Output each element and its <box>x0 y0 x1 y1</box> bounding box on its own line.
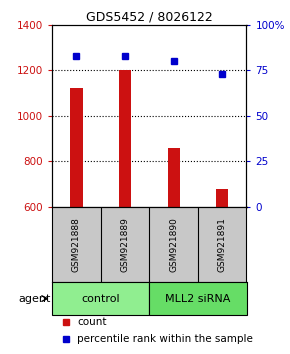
Bar <box>52 282 149 315</box>
Bar <box>216 188 228 207</box>
Text: count: count <box>77 317 107 327</box>
Text: GSM921890: GSM921890 <box>169 217 178 272</box>
Bar <box>168 148 180 207</box>
Text: MLL2 siRNA: MLL2 siRNA <box>165 293 231 304</box>
Bar <box>70 88 83 207</box>
Text: GSM921889: GSM921889 <box>121 217 130 272</box>
Bar <box>149 282 246 315</box>
Text: control: control <box>81 293 120 304</box>
Text: GSM921891: GSM921891 <box>218 217 227 272</box>
Text: percentile rank within the sample: percentile rank within the sample <box>77 334 253 344</box>
Text: agent: agent <box>19 293 51 304</box>
Title: GDS5452 / 8026122: GDS5452 / 8026122 <box>86 11 213 24</box>
Bar <box>119 70 131 207</box>
Text: GSM921888: GSM921888 <box>72 217 81 272</box>
